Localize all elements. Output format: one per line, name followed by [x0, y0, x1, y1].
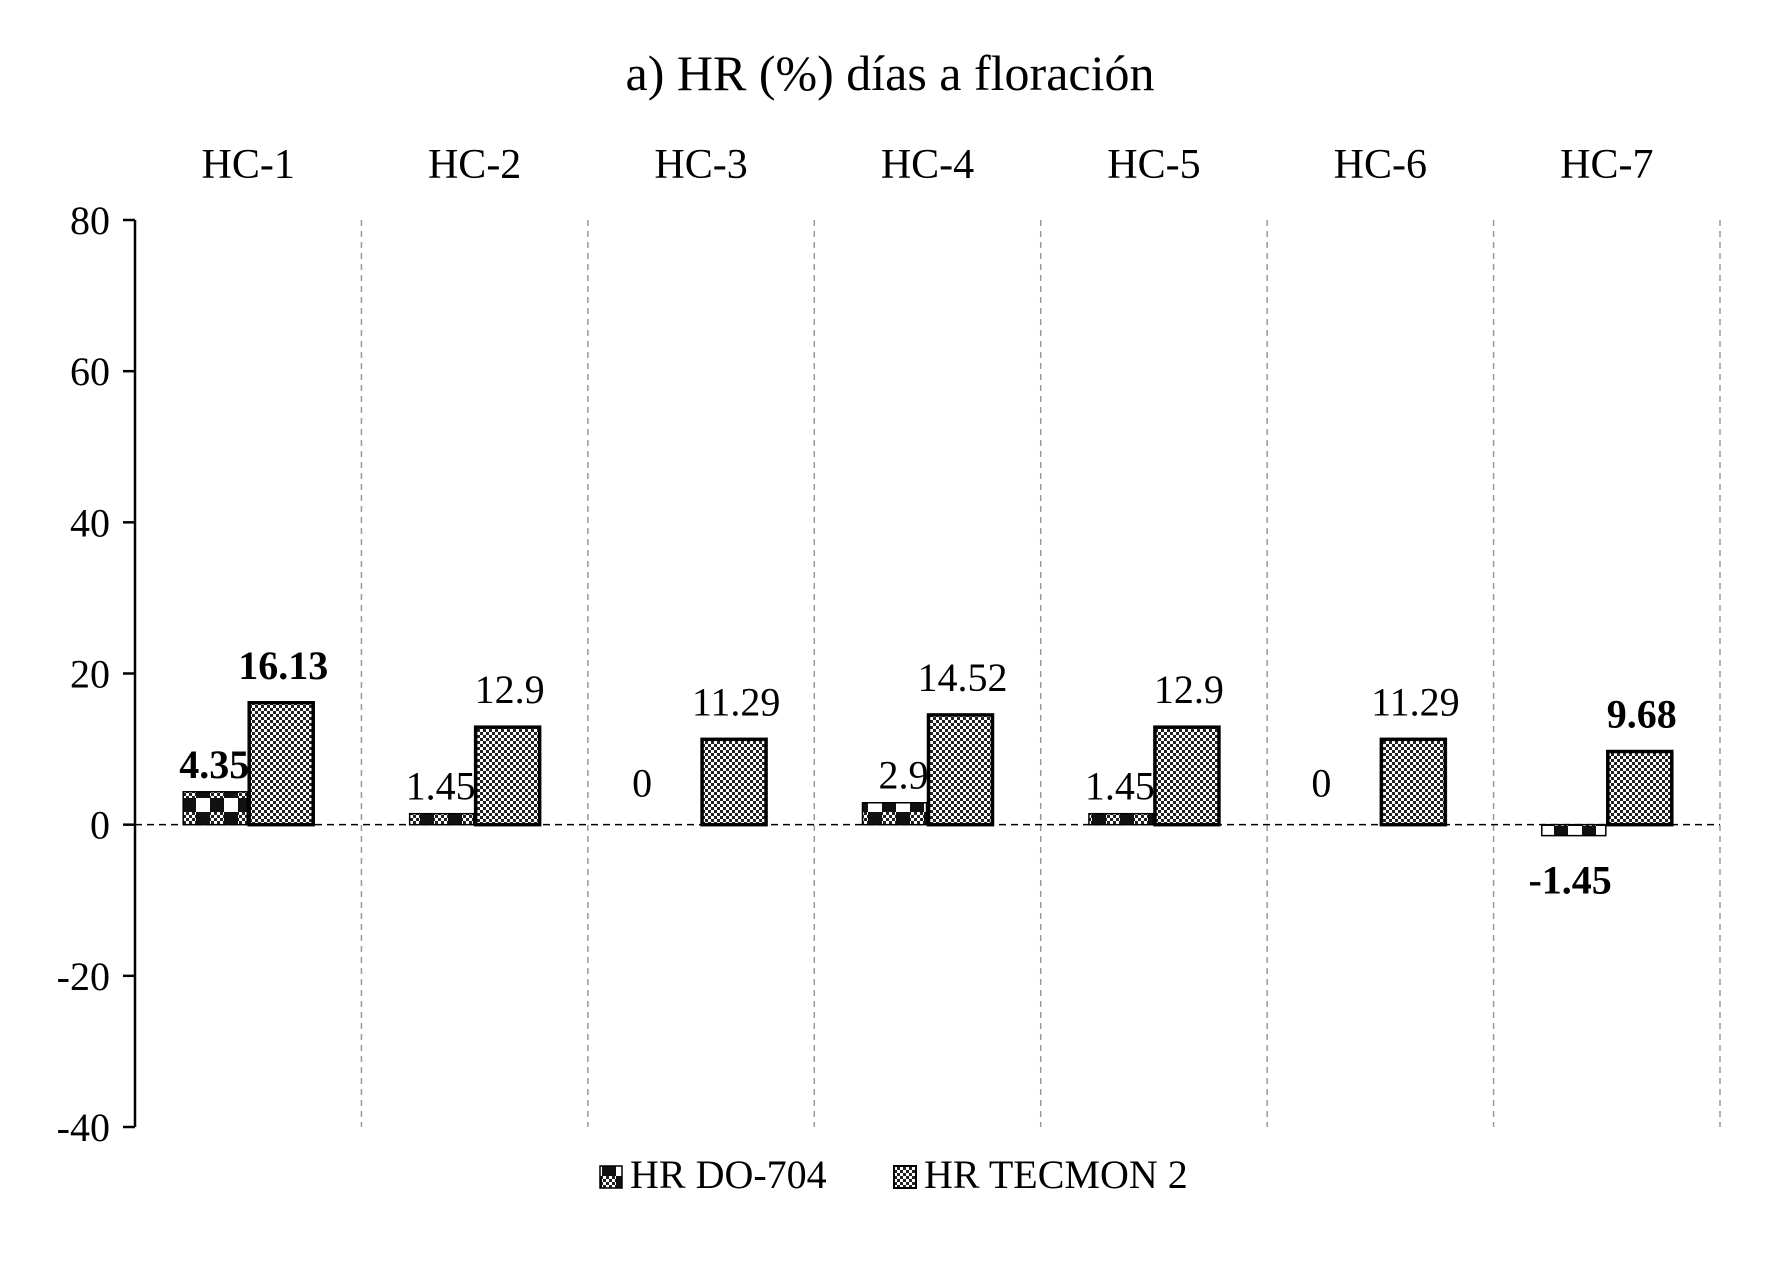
data-label-hr-do-704: 4.35	[179, 742, 249, 787]
y-tick-label: 80	[70, 198, 110, 243]
y-tick-label: -20	[57, 954, 110, 999]
bar-hr-tecmon-2	[1379, 737, 1448, 827]
data-labels-layer: 4.35 16.13 1.45 12.9 0 11.29 2.9 14.52 1.45 12.9 0…	[179, 643, 1677, 903]
data-label-hr-tecmon-2: 16.13	[238, 643, 328, 688]
y-axis: 80 60 40 20 0 -20 -40 HC-1 HC-2 HC-3 HC-4 HC-5 HC-6 H…	[57, 142, 1654, 1150]
bar-hr-do-704	[182, 791, 248, 826]
data-label-hr-tecmon-2: 14.52	[918, 655, 1008, 700]
legend: HR DO-704 HR TECMON 2	[599, 1152, 1188, 1197]
chart-title: a) HR (%) días a floración	[626, 45, 1155, 101]
bar-hr-tecmon-2	[1153, 725, 1221, 827]
data-label-hr-do-704: 1.45	[406, 764, 476, 809]
bar-hr-tecmon-2	[247, 701, 315, 827]
y-tick-label: 60	[70, 349, 110, 394]
data-label-hr-do-704: 0	[632, 761, 652, 806]
legend-swatch-hr-do-704	[599, 1165, 623, 1189]
data-label-hr-do-704: 2.9	[879, 753, 929, 798]
category-label: HC-5	[1107, 142, 1200, 188]
bar-hr-tecmon-2	[1606, 749, 1674, 827]
y-tick-label: 40	[70, 500, 110, 545]
grid-layer	[135, 220, 1721, 1127]
category-label: HC-4	[881, 142, 974, 188]
bar-hr-do-704	[1541, 823, 1607, 837]
bar-hr-do-704	[861, 801, 928, 826]
y-tick-label: 0	[90, 803, 110, 848]
category-label: HC-1	[202, 142, 295, 188]
data-label-hr-tecmon-2: 12.9	[1154, 667, 1224, 712]
data-label-hr-tecmon-2: 11.29	[692, 679, 781, 724]
bar-hr-tecmon-2	[926, 713, 995, 827]
bar-hr-do-704	[408, 812, 475, 826]
data-label-hr-do-704: 1.45	[1085, 764, 1155, 809]
bar-hr-do-704	[1088, 812, 1154, 826]
bar-hr-tecmon-2	[473, 725, 542, 827]
y-tick-label: -40	[57, 1105, 110, 1150]
category-label: HC-6	[1334, 142, 1427, 188]
bar-hr-tecmon-2	[700, 737, 768, 827]
legend-swatch-hr-tecmon-2	[893, 1165, 917, 1189]
legend-label-hr-tecmon-2: HR TECMON 2	[924, 1152, 1188, 1197]
category-label: HC-2	[428, 142, 521, 188]
data-label-hr-tecmon-2: 11.29	[1371, 679, 1460, 724]
data-label-hr-do-704: -1.45	[1528, 858, 1611, 903]
category-label: HC-3	[654, 142, 747, 188]
data-label-hr-tecmon-2: 12.9	[475, 667, 545, 712]
bars-layer	[182, 701, 1674, 837]
data-label-hr-tecmon-2: 9.68	[1607, 692, 1677, 737]
data-label-hr-do-704: 0	[1311, 761, 1331, 806]
legend-label-hr-do-704: HR DO-704	[630, 1152, 827, 1197]
y-tick-label: 20	[70, 652, 110, 697]
category-label: HC-7	[1560, 142, 1653, 188]
